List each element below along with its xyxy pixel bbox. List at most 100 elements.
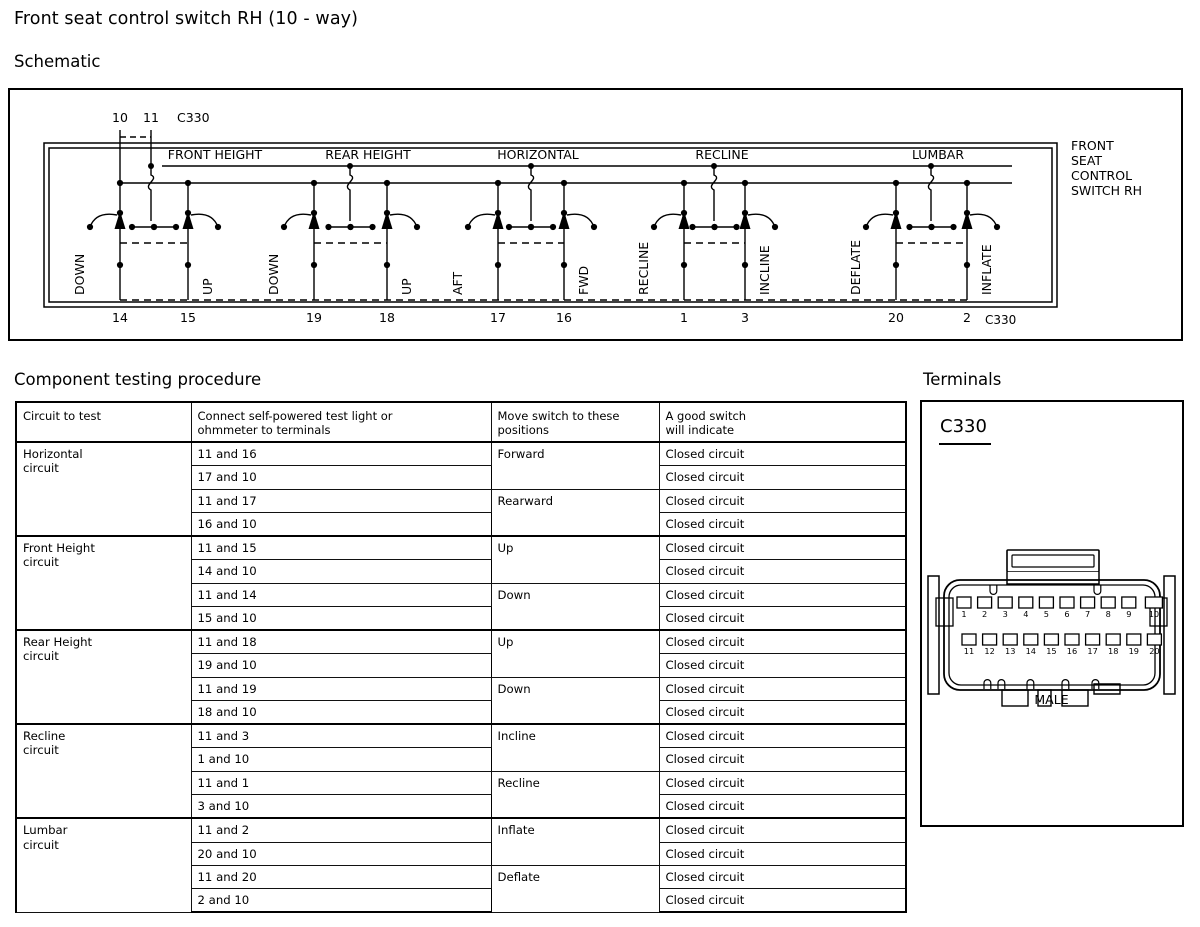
common-contact-dot (711, 223, 718, 231)
terminals-cell: 11 and 19 (190, 676, 492, 701)
connector-gender-label: MALE (1034, 692, 1069, 707)
terminals-cell: 20 and 10 (190, 841, 492, 866)
indication-cell: Closed circuit (658, 488, 907, 513)
circuit-name-cell: Horizontal circuit (15, 441, 192, 537)
terminals-cell: 16 and 10 (190, 511, 492, 537)
pin-cavity-18 (1105, 633, 1121, 646)
pin-cavity-7 (1079, 596, 1096, 609)
column-header: A good switch will indicate (658, 400, 907, 444)
connector-side-rail-left (927, 575, 940, 695)
terminals-cell: 17 and 10 (190, 465, 492, 490)
table-row: 11 and 19 Down Closed circuit (16, 676, 907, 725)
switch-direction-label: INFLATE (979, 244, 994, 295)
common-contact-dot (150, 223, 158, 231)
indication-cell: Closed circuit (658, 535, 907, 561)
switch-position-cell: Recline (490, 770, 660, 819)
text-line: Lumbar (23, 823, 68, 838)
column-header: Connect self-powered test light or ohmmet… (190, 400, 492, 444)
switch-group-name: HORIZONTAL (497, 147, 579, 162)
switch-position-cell: Rearward (490, 488, 660, 537)
component-name-line: SWITCH RH (1071, 183, 1142, 198)
bottom-pin-number: 15 (180, 310, 196, 325)
terminals-cell: 3 and 10 (190, 794, 492, 819)
switch-position-cell: Down (490, 676, 660, 725)
switch-position-cell: Down (490, 582, 660, 631)
text-line: Front Height (23, 541, 95, 556)
pin-cavity-6 (1059, 596, 1075, 609)
switch-arrow-head (381, 211, 393, 229)
bus-junction-dot (116, 179, 124, 187)
terminals-cell: 11 and 2 (190, 817, 492, 843)
switch-group-name: LUMBAR (912, 147, 964, 162)
bottom-connector-id: C330 (985, 313, 1016, 327)
bus-junction-dot (494, 179, 502, 187)
bottom-pin-number: 20 (888, 310, 904, 325)
switch-actuator-arc (865, 213, 894, 228)
pin-cavity-13 (1002, 633, 1018, 646)
pin-cavity-9 (1121, 596, 1137, 609)
component-outline-outer (43, 142, 1058, 308)
table-row: 3 and 10 Closed circuit (16, 794, 907, 819)
switch-direction-label: DOWN (72, 254, 87, 295)
pin-junction-dot (116, 261, 124, 269)
bottom-pin-number: 14 (112, 310, 128, 325)
switch-position-cell: Deflate (490, 864, 660, 913)
switch-arrow-head (739, 211, 751, 229)
switch-arrow-head (961, 211, 973, 229)
top-pin-number: 10 (112, 110, 128, 125)
text-line: positions (497, 423, 550, 438)
indication-cell: Closed circuit (658, 747, 907, 772)
switch-arrow-head (558, 211, 570, 229)
common-contact-dot (325, 223, 332, 231)
switch-arrow-head (890, 211, 902, 229)
switch-direction-label: UP (399, 278, 414, 295)
pin-junction-dot (892, 261, 900, 269)
indication-cell: Closed circuit (658, 841, 907, 866)
pin-number-2: 2 (982, 609, 987, 619)
bus-junction-dot (892, 179, 900, 187)
switch-position-cell: Forward (490, 441, 660, 490)
terminals-cell: 2 and 10 (190, 888, 492, 914)
bottom-pin-number: 3 (741, 310, 749, 325)
switch-actuator-arc (467, 213, 496, 228)
table-row: Rear Height circuit 11 and 18 Up Closed circ… (15, 629, 907, 725)
connector-lock-tab-left (935, 597, 954, 627)
switch-position-cell: Up (490, 629, 660, 678)
pin-number-1: 1 (961, 609, 966, 619)
pin-junction-dot (963, 261, 971, 269)
pin-number-8: 8 (1106, 609, 1111, 619)
table-row: 11 and 20 Deflate Closed circuit (16, 864, 907, 913)
indication-cell: Closed circuit (658, 605, 907, 631)
bus-junction-dot (741, 179, 749, 187)
bus-junction-dot (680, 179, 688, 187)
terminals-cell: 14 and 10 (190, 559, 492, 584)
switch-actuator-arc (653, 213, 682, 228)
text-line: Horizontal (23, 447, 83, 462)
component-name-line: FRONT (1071, 138, 1114, 153)
pin-number-15: 15 (1046, 646, 1056, 656)
common-contact-dot (733, 223, 740, 231)
table-row: 11 and 17 Rearward Closed circuit (16, 488, 907, 537)
connector-keying-nub-bottom (1061, 679, 1070, 689)
connector-keying-nub (989, 585, 998, 595)
text-line: Rear Height (23, 635, 93, 650)
pin-number-19: 19 (1129, 646, 1139, 656)
connector-latch-base (1006, 572, 1100, 585)
pin-number-9: 9 (1126, 609, 1131, 619)
common-contact-dot (549, 223, 557, 231)
switch-group-name: FRONT HEIGHT (168, 147, 263, 162)
indication-cell: Closed circuit (658, 582, 907, 607)
switch-position-cell: Inflate (490, 817, 660, 866)
terminals-cell: 11 and 14 (190, 582, 492, 607)
pin-cavity-8 (1100, 596, 1116, 609)
pin-cavity-19 (1126, 633, 1142, 646)
connector-foot (1001, 689, 1029, 707)
pin-junction-dot (383, 261, 391, 269)
common-contact-dot (906, 223, 913, 231)
bus-junction-dot (383, 179, 391, 187)
pin-cavity-10 (1144, 596, 1164, 609)
common-contact-dot (505, 223, 513, 231)
indication-cell: Closed circuit (658, 699, 907, 725)
page-title: Front seat control switch RH (10 - way) (14, 9, 359, 29)
